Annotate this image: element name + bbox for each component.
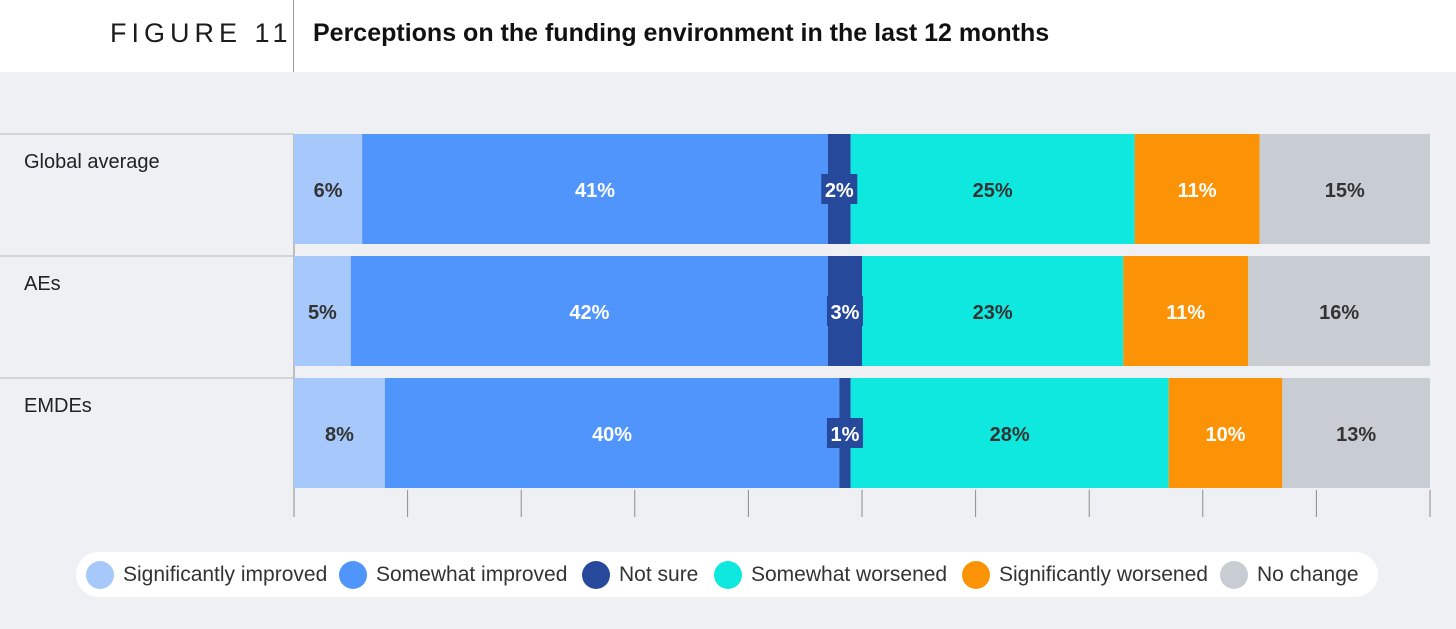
data-label: 11% xyxy=(1166,302,1205,324)
data-label: 25% xyxy=(973,180,1013,202)
bar-segment xyxy=(1259,134,1430,244)
legend-swatch-icon xyxy=(582,560,610,589)
data-label: 16% xyxy=(1319,302,1359,324)
data-label: 5% xyxy=(308,302,337,324)
legend-label: Not sure xyxy=(619,562,699,586)
legend-item: Significantly improved xyxy=(86,552,327,597)
legend-item: Somewhat worsened xyxy=(714,552,947,597)
bar-segment xyxy=(384,378,840,488)
bar-segment xyxy=(1134,134,1260,244)
category-label: EMDEs xyxy=(24,395,92,417)
bar-segment xyxy=(1168,378,1283,488)
data-label: 11% xyxy=(1178,180,1217,202)
bar-segment xyxy=(1248,256,1430,366)
legend-label: Significantly worsened xyxy=(999,562,1208,586)
data-label: 40% xyxy=(592,424,632,446)
bar-segment xyxy=(1123,256,1249,366)
bar-segment xyxy=(850,134,1135,244)
data-label: 3% xyxy=(831,302,860,324)
figure-title: Perceptions on the funding environment i… xyxy=(313,19,1050,47)
label-box xyxy=(826,418,863,448)
bar-segment xyxy=(294,256,351,366)
bar-segment xyxy=(862,256,1124,366)
bar-segment xyxy=(362,134,828,244)
bar-segment xyxy=(850,378,1169,488)
legend-item: No change xyxy=(1220,552,1359,597)
legend: Significantly improved Somewhat improved N… xyxy=(76,552,1378,597)
data-label: 28% xyxy=(990,424,1030,446)
data-label: 8% xyxy=(325,424,354,446)
data-label: 10% xyxy=(1206,424,1246,446)
bar-segment xyxy=(1282,378,1430,488)
data-label: 42% xyxy=(569,302,609,324)
legend-label: Somewhat worsened xyxy=(751,562,948,586)
legend-item: Not sure xyxy=(582,552,698,597)
figure-header: FIGURE 11 Perceptions on the funding env… xyxy=(0,0,1456,72)
bar-segment xyxy=(294,378,385,488)
bar-segment xyxy=(294,134,363,244)
category-label: AEs xyxy=(24,273,61,295)
legend-label: Somewhat improved xyxy=(376,562,568,586)
label-box xyxy=(821,174,858,204)
legend-swatch-icon xyxy=(962,560,990,589)
legend-swatch-icon xyxy=(1220,560,1248,589)
stacked-bar-chart: Global average 6% 41% 2% 25% 11% 15% AEs 5% 42% 3%… xyxy=(0,133,1431,517)
data-label: 6% xyxy=(314,180,343,202)
header-divider xyxy=(293,0,294,72)
legend-swatch-icon xyxy=(86,560,114,589)
legend-swatch-icon xyxy=(339,560,367,589)
label-box xyxy=(826,296,863,326)
data-label: 2% xyxy=(825,180,854,202)
figure-label: FIGURE 11 xyxy=(110,18,293,48)
category-label: Global average xyxy=(24,151,160,173)
legend-label: Significantly improved xyxy=(123,562,328,586)
data-label: 15% xyxy=(1325,180,1365,202)
bar-segment xyxy=(350,256,828,366)
legend-label: No change xyxy=(1257,562,1359,586)
data-label: 1% xyxy=(831,424,860,446)
legend-item: Somewhat improved xyxy=(339,552,567,597)
legend-swatch-icon xyxy=(714,560,742,589)
data-label: 23% xyxy=(973,302,1013,324)
legend-item: Significantly worsened xyxy=(962,552,1208,597)
data-label: 13% xyxy=(1336,424,1376,446)
data-label: 41% xyxy=(575,180,615,202)
